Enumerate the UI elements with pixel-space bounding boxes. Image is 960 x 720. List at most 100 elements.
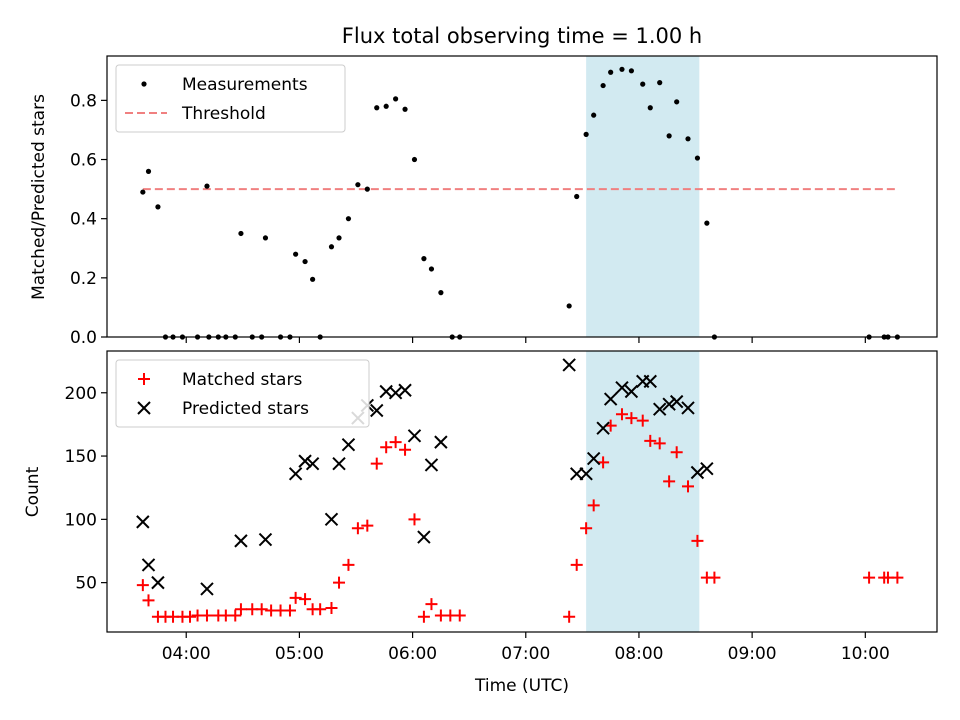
matched-star-point <box>417 610 430 623</box>
measurement-point <box>666 133 672 139</box>
predicted-star-point <box>615 380 629 395</box>
measurement-point <box>155 204 161 210</box>
matched-star-point <box>200 609 213 622</box>
measurement-point <box>364 186 370 192</box>
measurement-point <box>628 68 635 74</box>
predicted-star-point <box>596 421 610 435</box>
x-tick-label: 10:00 <box>841 644 890 664</box>
matched-star-point <box>453 609 466 622</box>
top-highlight-span <box>586 56 700 337</box>
matched-star-point <box>587 499 600 512</box>
predicted-star-point <box>298 454 312 468</box>
predicted-star-point <box>662 397 676 411</box>
measurement-point <box>328 244 335 250</box>
measurement-point <box>640 81 646 87</box>
legend-measurements-label: Measurements <box>182 75 308 95</box>
predicted-star-point <box>141 558 156 572</box>
bottom-highlight-span <box>586 351 700 632</box>
predicted-star-point <box>398 383 412 397</box>
matched-star-point <box>351 522 364 535</box>
matched-star-point <box>234 603 247 616</box>
y-tick-label: 100 <box>65 510 97 530</box>
matched-star-point <box>863 571 876 584</box>
predicted-star-point <box>579 467 593 481</box>
y-tick-label: 150 <box>65 447 97 467</box>
matched-star-point <box>299 593 312 606</box>
matched-star-point <box>184 610 196 623</box>
predicted-star-point <box>388 386 403 400</box>
y-tick-label: 0.4 <box>70 210 97 230</box>
matched-star-point <box>370 457 383 470</box>
legend-predicted-marker <box>137 401 151 415</box>
measurement-point <box>302 258 308 265</box>
top-y-axis-label: Matched/Predicted stars <box>29 94 49 300</box>
bottom-legend: Matched stars Predicted stars <box>115 359 370 428</box>
highlight-span <box>586 351 700 632</box>
bottom-y-axis-label: Count <box>23 466 43 517</box>
matched-star-point <box>425 598 438 611</box>
matched-star-point <box>314 603 327 616</box>
predicted-star-point <box>305 456 320 471</box>
top-y-ticks: 0.0 0.2 0.4 0.6 0.8 <box>70 91 107 348</box>
measurement-point <box>438 290 444 296</box>
matched-star-point <box>142 594 155 607</box>
x-tick-label: 04:00 <box>162 644 211 664</box>
matched-star-point <box>615 408 628 421</box>
matched-star-point <box>570 558 583 571</box>
legend-matched-label: Matched stars <box>182 370 302 390</box>
matched-star-point <box>380 441 393 454</box>
x-tick-label: 09:00 <box>728 644 777 664</box>
measurement-point <box>374 105 380 111</box>
matched-star-point <box>636 414 649 427</box>
y-tick-label: 0.0 <box>70 328 97 348</box>
x-axis-label: Time (UTC) <box>474 676 569 696</box>
measurement-point <box>694 155 701 161</box>
x-tick-label: 08:00 <box>614 644 663 664</box>
predicted-star-point <box>652 402 667 416</box>
matched-star-point <box>136 579 149 592</box>
measurement-point <box>704 220 710 226</box>
predicted-star-point <box>200 582 214 596</box>
top-legend: Measurements Threshold <box>115 64 346 133</box>
matched-star-point <box>255 603 268 616</box>
y-tick-label: 0.6 <box>70 151 97 171</box>
x-tick-label: 06:00 <box>388 644 437 664</box>
measurement-point <box>591 112 597 118</box>
measurement-point <box>345 216 352 222</box>
measurement-point <box>204 183 210 189</box>
measurement-point <box>600 82 606 89</box>
matched-star-point <box>663 475 676 488</box>
measurement-point <box>657 80 663 86</box>
measurement-point <box>393 96 399 102</box>
legend-measurements-marker <box>141 81 147 87</box>
measurement-point <box>685 136 691 142</box>
matched-star-point <box>361 519 374 532</box>
legend-predicted-label: Predicted stars <box>182 399 309 419</box>
bottom-panel: 50 100 150 200 04:00 05:00 06:00 07:00 08:00 09:… <box>23 350 938 696</box>
measurement-point <box>619 66 625 72</box>
chart-title: Flux total observing time = 1.00 h <box>342 24 702 48</box>
predicted-star-point <box>151 575 165 590</box>
measurement-point <box>145 168 152 174</box>
matched-star-point <box>625 412 638 425</box>
predicted-star-point <box>417 530 431 544</box>
matched-star-point <box>580 522 593 535</box>
predicted-star-point <box>258 532 273 547</box>
matched-star-point <box>653 437 666 450</box>
predicted-star-point <box>434 435 448 449</box>
x-tick-label: 05:00 <box>275 644 324 664</box>
measurement-point <box>293 251 299 257</box>
predicted-star-point <box>562 358 576 372</box>
bottom-x-ticks: 04:00 05:00 06:00 07:00 08:00 09:00 10:00 <box>162 632 890 664</box>
matched-star-point <box>644 434 657 447</box>
top-legend-box <box>115 64 346 133</box>
matched-star-point <box>691 534 704 547</box>
predicted-star-point <box>341 437 356 452</box>
matched-star-point <box>342 558 355 571</box>
matched-star-point <box>670 446 683 459</box>
y-tick-label: 0.2 <box>70 269 97 289</box>
matched-star-point <box>333 576 346 589</box>
predicted-star-point <box>288 467 303 481</box>
measurement-point <box>421 256 427 262</box>
